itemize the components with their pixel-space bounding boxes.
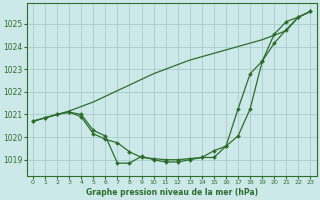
X-axis label: Graphe pression niveau de la mer (hPa): Graphe pression niveau de la mer (hPa) <box>86 188 258 197</box>
